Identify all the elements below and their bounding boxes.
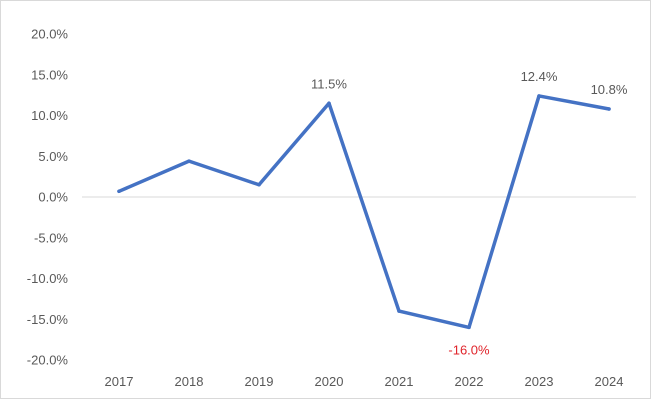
x-tick-label: 2024 xyxy=(595,374,624,389)
data-point xyxy=(467,325,471,330)
x-tick-label: 2017 xyxy=(105,374,134,389)
data-label: 10.8% xyxy=(591,82,628,97)
data-labels: 11.5% -16.0% 12.4% 10.8% xyxy=(311,69,628,357)
y-tick-label: -15.0% xyxy=(27,312,69,327)
y-tick-label: -5.0% xyxy=(34,230,68,245)
x-tick-label: 2018 xyxy=(175,374,204,389)
y-tick-label: 0.0% xyxy=(38,190,68,205)
y-tick-label: -20.0% xyxy=(27,353,69,368)
data-point xyxy=(187,159,191,163)
x-tick-label: 2022 xyxy=(455,374,484,389)
data-point xyxy=(537,94,541,98)
y-tick-label: 15.0% xyxy=(31,67,68,82)
y-tick-label: 5.0% xyxy=(38,149,68,164)
y-tick-label: -10.0% xyxy=(27,271,69,286)
x-axis-tick-labels: 2017 2018 2019 2020 2021 2022 2023 2024 xyxy=(105,374,624,389)
y-axis-tick-labels: 20.0% 15.0% 10.0% 5.0% 0.0% -5.0% -10.0% -15.0%… xyxy=(27,27,69,368)
data-point xyxy=(117,189,121,194)
x-tick-label: 2021 xyxy=(385,374,414,389)
x-tick-label: 2023 xyxy=(525,374,554,389)
data-label: -16.0% xyxy=(448,342,490,357)
x-tick-label: 2019 xyxy=(245,374,274,389)
data-label: 12.4% xyxy=(521,69,558,84)
series-line xyxy=(117,94,611,330)
series-group xyxy=(117,94,611,330)
data-point xyxy=(327,101,331,106)
data-point xyxy=(257,183,261,187)
data-point xyxy=(607,107,611,111)
y-tick-label: 10.0% xyxy=(31,108,68,123)
x-tick-label: 2020 xyxy=(315,374,344,389)
y-tick-label: 20.0% xyxy=(31,27,68,42)
data-label: 11.5% xyxy=(311,76,347,91)
data-point xyxy=(397,309,401,313)
